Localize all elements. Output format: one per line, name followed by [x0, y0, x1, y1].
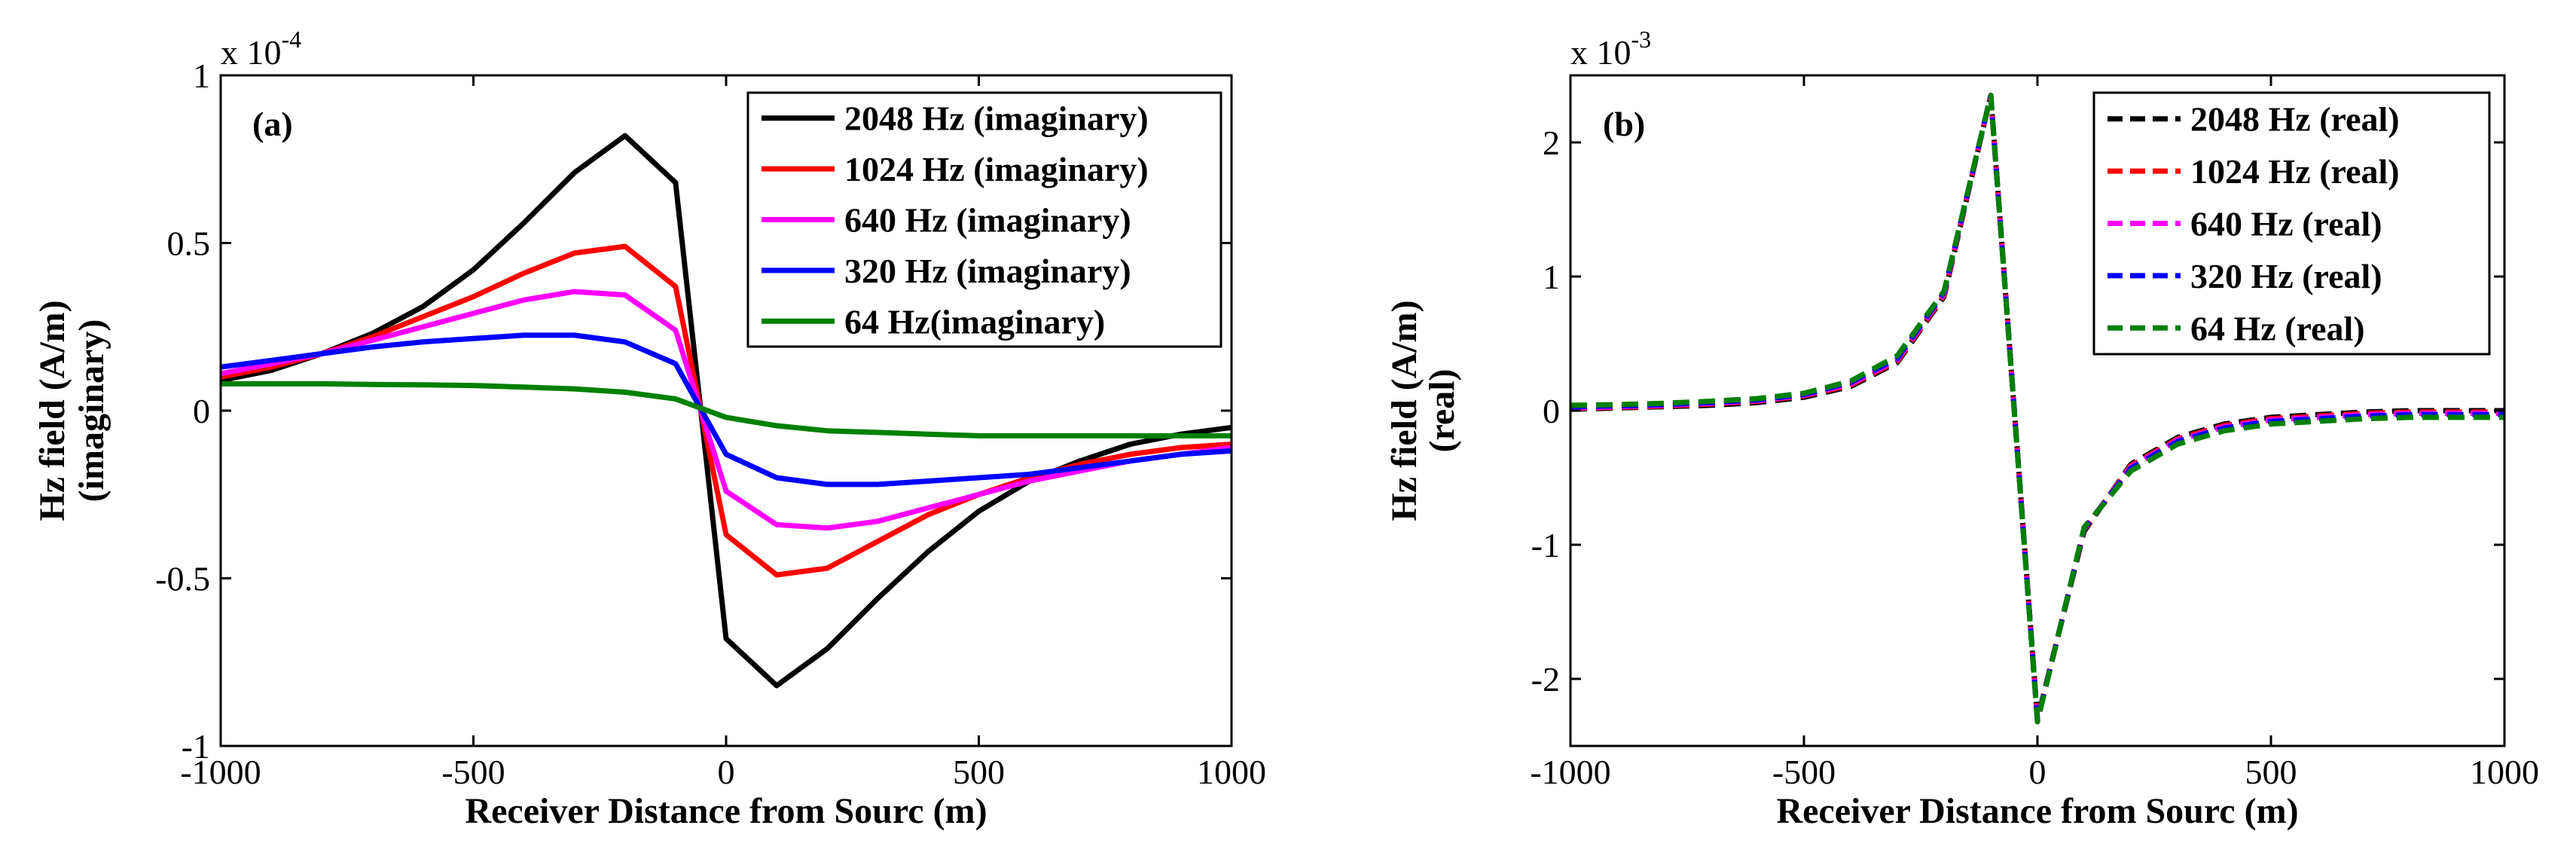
panel-b-ytick-label: 1 — [1543, 258, 1560, 296]
panel-b-xtick-label: 1000 — [2470, 753, 2539, 791]
panel-b-legend-label-4: 64 Hz (real) — [2190, 309, 2365, 347]
panel-a-ytick-label: 0.5 — [167, 225, 211, 263]
panel-a-legend-label-3: 320 Hz (imaginary) — [844, 252, 1131, 290]
panel-b-tag: (b) — [1603, 105, 1645, 143]
panel-a-series-group — [221, 133, 1232, 689]
panel-a-ytick-label: 1 — [193, 57, 210, 95]
panel-a-multiplier-base: x 10 — [221, 33, 282, 72]
panel-b-xtick-label: 500 — [2245, 753, 2297, 791]
panel-b-ytick-label: 2 — [1543, 124, 1560, 162]
panel-a-xtick-label: -500 — [441, 753, 505, 791]
panel-b: -1000 -500 0 500 1000 -2 -1 0 1 2 x 10-3 (b) Receive… — [1384, 26, 2539, 831]
panel-b-ylabel-line2: (real) — [1422, 368, 1462, 452]
panel-a-tag: (a) — [252, 105, 293, 143]
panel-a-multiplier-exponent: -4 — [282, 26, 302, 53]
panel-a-xlabel: Receiver Distance from Sourc (m) — [465, 791, 987, 831]
panel-a: -1000 -500 0 500 1000 -1 -0.5 0 0.5 1 x 10-4 (a) Rec… — [32, 26, 1266, 831]
panel-a-xtick-label: 0 — [718, 753, 735, 791]
panel-a-legend: 2048 Hz (imaginary) 1024 Hz (imaginary) 64… — [746, 91, 1222, 348]
panel-b-xtick-label: -500 — [1772, 753, 1836, 791]
panel-a-series-line-2 — [221, 289, 1232, 531]
panel-b-xtick-label: 0 — [2029, 753, 2046, 791]
panel-a-legend-label-0: 2048 Hz (imaginary) — [844, 99, 1149, 138]
panel-a-xtick-label: 500 — [953, 753, 1005, 791]
panel-a-xtick-label: 1000 — [1197, 753, 1266, 791]
panel-a-ylabel-line2: (imaginary) — [72, 319, 111, 503]
panel-b-legend: 2048 Hz (real) 1024 Hz (real) 640 Hz (real… — [2092, 91, 2491, 356]
panel-a-legend-label-2: 640 Hz (imaginary) — [844, 201, 1131, 240]
panel-b-ytick-label: -2 — [1531, 660, 1560, 698]
panel-b-xlabel: Receiver Distance from Sourc (m) — [1776, 791, 2298, 831]
panel-b-multiplier-base: x 10 — [1570, 33, 1631, 72]
panel-a-ytick-label: -0.5 — [155, 560, 210, 598]
panel-a-ytick-label: 0 — [193, 392, 210, 430]
panel-b-legend-label-3: 320 Hz (real) — [2190, 257, 2382, 295]
panel-a-multiplier: x 10-4 — [221, 26, 301, 72]
panel-a-ytick-label: -1 — [182, 727, 210, 766]
panel-b-multiplier: x 10-3 — [1570, 26, 1651, 72]
panel-b-legend-label-1: 1024 Hz (real) — [2190, 152, 2400, 191]
panel-a-series-line-4 — [221, 381, 1232, 439]
panel-b-legend-label-2: 640 Hz (real) — [2190, 205, 2382, 243]
panel-b-ylabel-line1: Hz field (A/m) — [1384, 300, 1424, 521]
panel-b-xtick-label: -1000 — [1530, 753, 1610, 791]
panel-a-series-line-3 — [221, 332, 1232, 488]
panel-b-legend-label-0: 2048 Hz (real) — [2190, 100, 2400, 139]
panel-a-ylabel-line1: Hz field (A/m) — [32, 300, 72, 521]
panel-b-ytick-label: -1 — [1531, 526, 1560, 564]
panel-a-xtick-label: -1000 — [180, 753, 261, 791]
panel-a-legend-label-1: 1024 Hz (imaginary) — [844, 150, 1149, 188]
panel-b-multiplier-exponent: -3 — [1631, 26, 1652, 53]
panel-b-series-line-4 — [1570, 93, 2504, 725]
panel-b-ytick-label: 0 — [1543, 392, 1560, 430]
panel-b-series-group — [1570, 93, 2504, 725]
panel-a-legend-label-4: 64 Hz(imaginary) — [844, 302, 1105, 341]
